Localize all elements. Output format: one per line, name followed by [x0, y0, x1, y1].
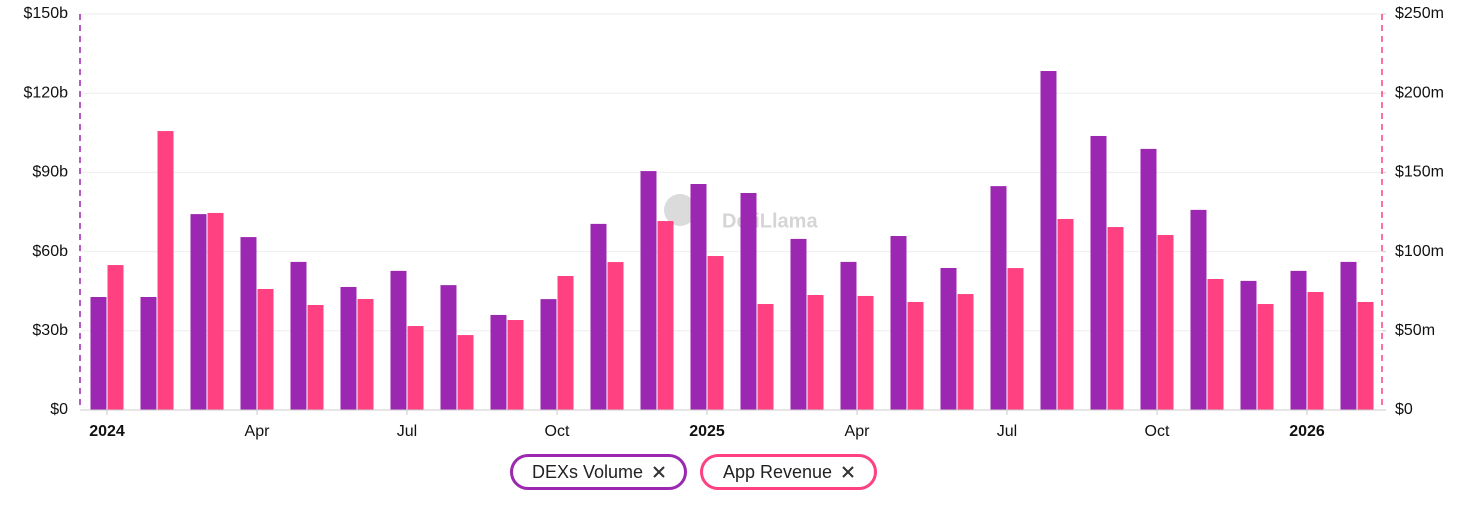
x-tick-label: 2026 [1289, 423, 1325, 440]
y2-tick-label: $150m [1395, 164, 1444, 181]
x-tick-label: Oct [545, 423, 570, 440]
bar [807, 295, 824, 410]
bar [740, 192, 757, 410]
y-tick-label: $30b [32, 322, 68, 339]
y2-tick-label: $50m [1395, 322, 1435, 339]
x-tick-label: 2024 [89, 423, 125, 440]
watermark-logo [664, 194, 696, 226]
bar [690, 184, 707, 410]
bar [157, 131, 174, 410]
bar [1290, 270, 1307, 410]
bar [490, 314, 507, 410]
bar [907, 301, 924, 410]
y-tick-label: $0 [50, 401, 68, 418]
bar [1307, 291, 1324, 410]
bar [190, 214, 207, 410]
y-tick-label: $150b [24, 5, 69, 22]
bar [1090, 135, 1107, 410]
bar [1157, 234, 1174, 410]
remove-icon[interactable] [842, 466, 854, 478]
bar [1007, 268, 1024, 410]
x-tick-label: Apr [845, 423, 871, 440]
bar [457, 335, 474, 410]
bar [390, 270, 407, 410]
y-tick-label: $60b [32, 243, 68, 260]
bar [857, 295, 874, 410]
icon-stroke [842, 466, 854, 478]
y2-tick-label: $100m [1395, 243, 1444, 260]
bar [707, 256, 724, 410]
bar [1357, 301, 1374, 410]
x-tick-label: Jul [397, 423, 417, 440]
chart: DefiLlama $0 $30b $60b $90b $120b $150b $0 $50m… [24, 5, 1444, 440]
y2-tick-label: $250m [1395, 5, 1444, 22]
bar [1190, 209, 1207, 410]
bar [407, 326, 424, 410]
bar [440, 285, 457, 410]
bar [590, 223, 607, 410]
legend-label: App Revenue [722, 461, 833, 482]
x-tick-label: Oct [1145, 423, 1170, 440]
bar [507, 320, 524, 410]
bar [107, 265, 124, 410]
bar [790, 238, 807, 410]
bar [1107, 227, 1124, 410]
bar [90, 297, 107, 410]
y2-tick-label: $200m [1395, 84, 1444, 101]
legend: DEXs Volume App Revenue [0, 454, 1468, 496]
bar [1257, 304, 1274, 410]
bar [640, 171, 657, 410]
x-tick-label: Jul [997, 423, 1017, 440]
bar [207, 212, 224, 410]
bar [1240, 280, 1257, 410]
watermark-text: DefiLlama [722, 210, 818, 232]
x-tick-label: Apr [245, 423, 271, 440]
plot: $0 $30b $60b $90b $120b $150b $0 $50m $100m $150m… [24, 5, 1444, 440]
bar [1340, 261, 1357, 410]
bar [307, 304, 324, 410]
y-tick-label: $120b [24, 84, 69, 101]
bar [607, 262, 624, 410]
icon-stroke [653, 466, 665, 478]
bar [257, 288, 274, 410]
bar [1140, 148, 1157, 411]
y2-tick-label: $0 [1395, 401, 1413, 418]
x-tick-label: 2025 [689, 423, 725, 440]
bar [957, 294, 974, 410]
bar [1207, 279, 1224, 410]
bar [1040, 71, 1057, 411]
bar [990, 186, 1007, 410]
bar [557, 275, 574, 410]
legend-item[interactable]: App Revenue [700, 454, 877, 490]
bar [890, 236, 907, 410]
bar [657, 221, 674, 410]
bar [757, 304, 774, 410]
legend-item[interactable]: DEXs Volume [510, 454, 687, 490]
legend-label: DEXs Volume [531, 461, 644, 482]
y-tick-label: $90b [32, 164, 68, 181]
bar [1057, 218, 1074, 410]
bar [840, 261, 857, 410]
bar [340, 286, 357, 410]
bar [290, 261, 307, 410]
bar [357, 298, 374, 410]
bar [940, 267, 957, 410]
remove-icon[interactable] [653, 466, 665, 478]
bar [240, 237, 257, 410]
bar [540, 299, 557, 410]
bar [140, 297, 157, 410]
